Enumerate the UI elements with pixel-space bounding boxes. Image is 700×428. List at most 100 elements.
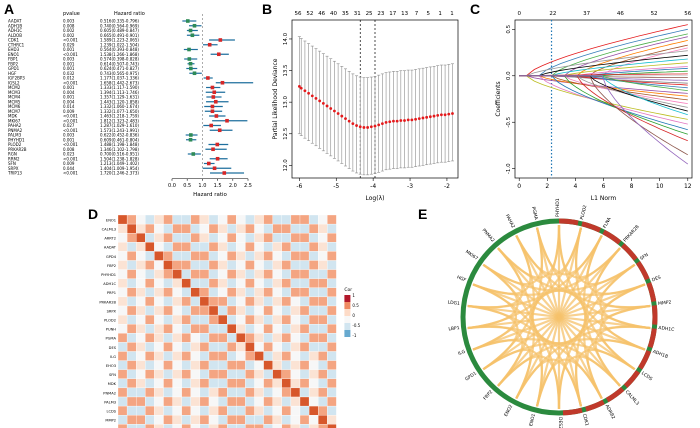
heatmap-cell (199, 269, 210, 279)
forest-pvalue: 0.004 (63, 90, 75, 95)
heatmap-cell (154, 214, 164, 225)
heatmap-cell (308, 242, 319, 252)
heatmap-cell (163, 269, 173, 279)
heatmap-cell (290, 424, 301, 428)
forest-gene-label: AADAT (8, 19, 22, 24)
heatmap-cell (126, 314, 137, 325)
heatmap-cell (145, 214, 155, 225)
heatmap-cell (172, 278, 182, 288)
heatmap-cell (318, 278, 328, 288)
heatmap-cell (208, 360, 219, 370)
heatmap-cell (217, 287, 228, 298)
heatmap-cell (281, 260, 292, 270)
heatmap-cell (254, 305, 264, 316)
heatmap-row-label: EHO3 (106, 364, 116, 368)
panel-label-c: C (470, 1, 481, 17)
heatmap-cell (145, 405, 155, 416)
heatmap-cell (318, 233, 328, 243)
forest-pvalue: 0.004 (63, 99, 75, 104)
heatmap-cell (272, 324, 282, 334)
heatmap-cell (117, 305, 128, 316)
heatmap-cell (318, 242, 328, 252)
heatmap-cell (163, 387, 173, 398)
heatmap-cell (263, 369, 273, 379)
heatmap-cell (236, 424, 246, 428)
heatmap-row-label: MMP2 (105, 419, 116, 423)
heatmap-cell (163, 333, 173, 343)
heatmap-cell (308, 360, 319, 370)
heatmap-cell (308, 233, 319, 243)
heatmap-cell (208, 314, 219, 325)
heatmap-cell (245, 396, 255, 407)
heatmap-cell (126, 242, 137, 252)
heatmap-cell (199, 305, 210, 316)
chord-gene-label: ADH1C (658, 325, 675, 333)
coefficient-path-line (519, 75, 688, 89)
heatmap-cell (126, 278, 137, 288)
heatmap-cell (208, 242, 219, 252)
heatmap-cell (227, 424, 237, 428)
heatmap-cell (181, 405, 191, 416)
cv-x-tick-label: -6 (296, 183, 302, 190)
panel-label-d: D (88, 206, 99, 222)
heatmap-cell (236, 242, 246, 252)
heatmap-cell (227, 260, 237, 270)
heatmap-cell (308, 324, 319, 334)
heatmap-cell (154, 251, 164, 261)
forest-point (186, 19, 190, 23)
heatmap-cell (172, 305, 182, 316)
cv-x-tick-label: -2 (444, 183, 450, 190)
heatmap-cell (263, 242, 273, 252)
heatmap-cell (190, 360, 201, 370)
heatmap-row-label: ADH1C (103, 282, 116, 286)
cv-x-tick-label: -5 (333, 183, 339, 190)
chord-segment (558, 218, 579, 226)
forest-hr-text: 1.332(1.077-1.650) (100, 109, 139, 114)
heatmap-cell (163, 296, 173, 307)
heatmap-cell (126, 378, 137, 389)
heatmap-cell (263, 223, 273, 234)
forest-point (192, 23, 197, 28)
forest-pvalue: 0.003 (63, 19, 75, 24)
heatmap-cell (318, 360, 328, 370)
heatmap-cell (199, 314, 210, 325)
heatmap-cell (236, 251, 246, 261)
forest-point (217, 128, 222, 133)
coefficient-path-line (519, 75, 688, 156)
heatmap-cell (308, 405, 319, 416)
heatmap-cell (145, 351, 155, 361)
heatmap-cell (236, 260, 246, 270)
heatmap-cell (154, 223, 164, 234)
forest-gene-label: HGF (8, 71, 17, 76)
heatmap-cell (318, 223, 328, 234)
heatmap-cell (117, 296, 128, 307)
heatmap-cell (136, 333, 146, 343)
forest-gene-label: RRM2 (8, 156, 20, 161)
cv-point (314, 96, 318, 100)
heatmap-cell (208, 251, 219, 261)
forest-gene-label: PALM3 (8, 133, 22, 138)
chord-link (535, 227, 583, 407)
heatmap-cell (172, 333, 182, 343)
heatmap-cell (272, 387, 282, 398)
heatmap-cell (172, 415, 182, 425)
heatmap-legend-tick: 1 (352, 293, 355, 298)
heatmap-cell (263, 251, 273, 261)
cv-point (299, 86, 303, 90)
forest-pvalue: 0.001 (63, 61, 75, 66)
heatmap-cell (117, 278, 128, 288)
forest-pvalue: 0.032 (63, 71, 75, 76)
forest-point (206, 161, 211, 166)
heatmap-cell (172, 396, 182, 407)
heatmap-cell (126, 405, 137, 416)
heatmap-cell (145, 333, 155, 343)
heatmap-cell (254, 269, 264, 279)
heatmap-cell (145, 223, 155, 234)
heatmap-cell (117, 233, 128, 243)
forest-pvalue: 0.009 (63, 109, 75, 114)
heatmap-cell (281, 242, 292, 252)
cv-y-axis-label: Partial Likelihood Deviance (272, 58, 279, 139)
heatmap-cell (263, 387, 273, 398)
chord-gene-label: MKI67 (464, 249, 479, 262)
heatmap-cell (136, 233, 146, 243)
